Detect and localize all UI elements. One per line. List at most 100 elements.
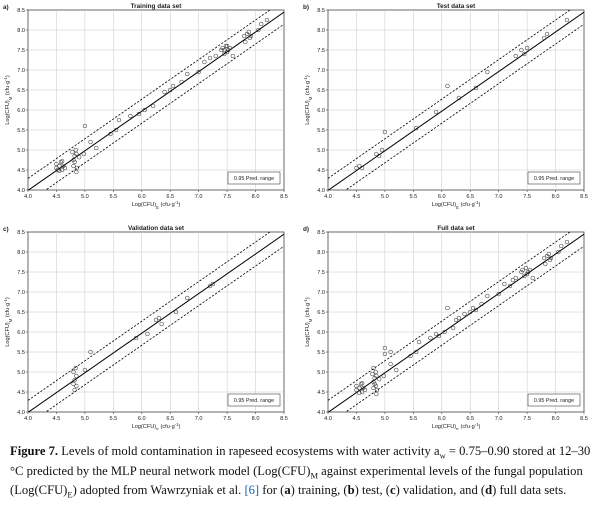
y-tick-label: 7.5 [317, 48, 325, 54]
data-point [207, 283, 213, 289]
data-point [513, 275, 518, 281]
data-point [202, 59, 207, 65]
upper-prediction-line [28, 232, 271, 401]
caption-text: for ( [259, 483, 285, 497]
data-point [485, 293, 490, 299]
data-point [224, 43, 230, 49]
data-point [359, 381, 365, 386]
data-point [259, 21, 264, 27]
x-tick-label: 8.5 [580, 194, 588, 200]
data-point [81, 151, 86, 157]
data-point [151, 103, 156, 109]
data-point [173, 309, 179, 315]
panel-letter: d) [303, 226, 309, 233]
data-point [522, 51, 527, 57]
legend-box [527, 393, 581, 407]
x-tick-label: 7.5 [223, 416, 231, 422]
x-tick-label: 8.5 [580, 416, 588, 422]
y-tick-label: 7.0 [317, 68, 325, 74]
data-point [116, 117, 122, 123]
data-point [456, 95, 461, 101]
y-tick-label: 5.5 [317, 128, 325, 134]
x-tick-label: 4.0 [324, 416, 332, 422]
caption-reference-link[interactable]: [6] [244, 483, 260, 497]
data-point [485, 69, 490, 75]
panel-letter: a) [3, 4, 9, 11]
x-tick-label: 4.0 [324, 194, 332, 200]
data-point [544, 31, 550, 37]
caption-text: = 0.75–0.90 stored at 12–30 °C predicted… [10, 444, 591, 478]
data-point [114, 127, 119, 133]
y-tick-label: 7.0 [317, 290, 325, 296]
data-point [71, 369, 76, 375]
caption-text: ) adopted from Wawrzyniak et al. [72, 483, 245, 497]
data-point [564, 239, 570, 245]
data-point [381, 373, 386, 379]
data-point [74, 169, 79, 175]
data-point [374, 391, 379, 397]
caption-text: ) full data sets. [492, 483, 567, 497]
data-point [382, 351, 388, 357]
data-point [433, 331, 439, 337]
data-point [71, 381, 76, 387]
data-point [374, 151, 379, 157]
figure-caption: Figure 7. Levels of mold contamination i… [10, 442, 594, 501]
plot-area [327, 9, 585, 191]
y-tick-label: 4.0 [17, 410, 25, 416]
data-point [382, 129, 388, 135]
panel-c: c) Validation data set 4.0 4.5 5.0 5.5 6.0 6.5 7… [3, 225, 288, 430]
data-point [556, 249, 561, 255]
data-point [74, 373, 79, 379]
data-point [73, 365, 78, 371]
data-point [59, 159, 65, 164]
y-tick-label: 8.5 [17, 8, 25, 14]
legend-box [227, 171, 281, 185]
y-tick-label: 5.0 [17, 148, 25, 154]
data-point [502, 281, 507, 287]
data-point [74, 383, 79, 389]
data-point [168, 87, 173, 93]
data-point [357, 390, 362, 395]
legend-label: 0.95 Pred. range [234, 176, 274, 182]
caption-sub-e: E [67, 489, 73, 500]
y-tick-label: 6.0 [317, 108, 325, 114]
y-tick-label: 8.0 [17, 28, 25, 34]
data-point [74, 151, 79, 157]
x-tick-label: 4.0 [24, 416, 32, 422]
data-point [55, 167, 60, 173]
y-tick-label: 6.5 [17, 88, 25, 94]
lower-prediction-line [345, 245, 584, 412]
panel-title: Training data set [131, 3, 183, 10]
panel-a: a) Training data set 4.0 4.5 5.0 5.5 6.0 6.5 7.0… [3, 3, 288, 210]
x-tick-label: 5.0 [381, 416, 389, 422]
data-point [530, 275, 535, 281]
y-axis-title: Log(CFU)M (cfu·g-1) [3, 75, 13, 125]
y-tick-label: 7.0 [17, 290, 25, 296]
data-point [408, 353, 413, 359]
data-point [227, 45, 233, 51]
lower-prediction-line [45, 245, 284, 412]
regression-line [328, 233, 584, 412]
y-tick-label: 4.0 [17, 188, 25, 194]
x-tick-label: 5.5 [409, 194, 417, 200]
y-tick-label: 8.5 [17, 230, 25, 236]
data-point [519, 47, 524, 53]
data-point [433, 109, 439, 115]
data-point [462, 311, 467, 317]
data-point [108, 131, 113, 137]
data-point [524, 45, 530, 51]
plot-content [328, 10, 584, 190]
caption-text: against experimental levels of the funga… [10, 463, 583, 498]
upper-prediction-line [28, 10, 271, 179]
y-tick-label: 6.5 [317, 310, 325, 316]
data-point [473, 85, 479, 91]
y-tick-label: 4.0 [317, 188, 325, 194]
caption-text: ) training, ( [290, 483, 348, 497]
data-point [374, 373, 379, 379]
y-tick-label: 6.0 [17, 108, 25, 114]
data-point [445, 83, 450, 89]
data-point [513, 53, 518, 59]
data-point [542, 35, 547, 41]
data-point [414, 125, 419, 131]
data-point [136, 111, 142, 117]
